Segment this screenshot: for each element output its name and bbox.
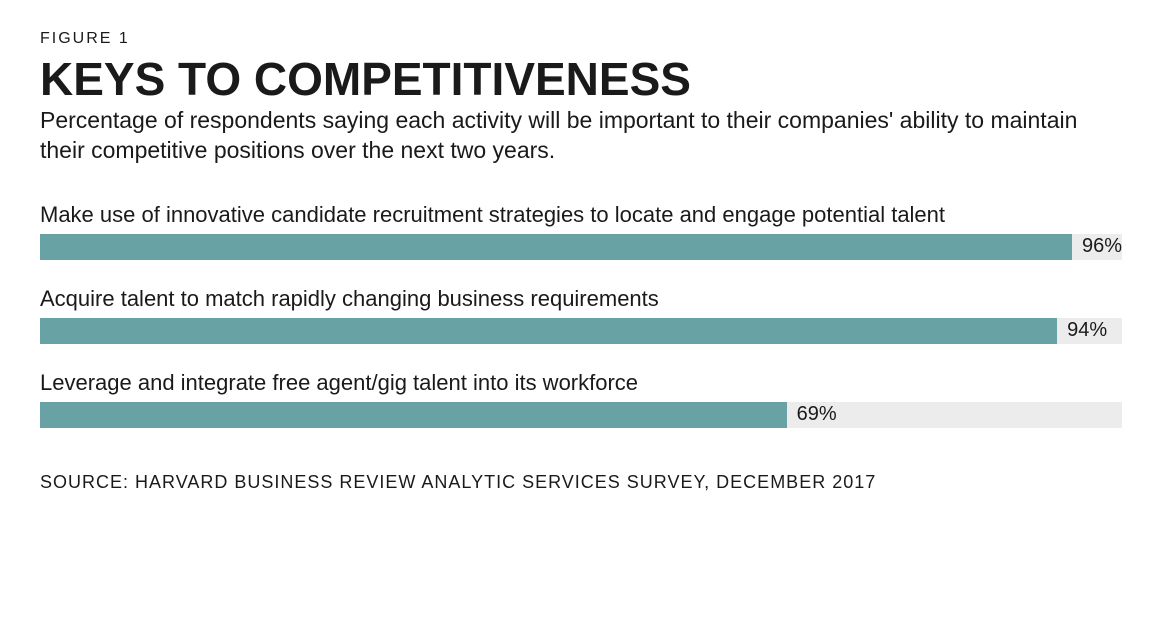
bar-fill bbox=[40, 234, 1072, 260]
bar-label: Make use of innovative candidate recruit… bbox=[40, 202, 1122, 228]
chart-title: KEYS TO COMPETITIVENESS bbox=[40, 56, 1122, 102]
bar-value: 96% bbox=[1082, 235, 1122, 258]
bar-group: Make use of innovative candidate recruit… bbox=[40, 202, 1122, 260]
chart-subtitle: Percentage of respondents saying each ac… bbox=[40, 106, 1100, 166]
source-citation: SOURCE: HARVARD BUSINESS REVIEW ANALYTIC… bbox=[40, 472, 1122, 493]
bar-value: 69% bbox=[797, 403, 837, 426]
bar-label: Acquire talent to match rapidly changing… bbox=[40, 286, 1122, 312]
bar-fill bbox=[40, 318, 1057, 344]
bar-group: Acquire talent to match rapidly changing… bbox=[40, 286, 1122, 344]
bar-track: 94% bbox=[40, 318, 1122, 344]
bar-track: 69% bbox=[40, 402, 1122, 428]
bar-group: Leverage and integrate free agent/gig ta… bbox=[40, 370, 1122, 428]
bar-fill bbox=[40, 402, 787, 428]
figure-label: FIGURE 1 bbox=[40, 30, 1122, 48]
bar-value: 94% bbox=[1067, 319, 1107, 342]
bar-label: Leverage and integrate free agent/gig ta… bbox=[40, 370, 1122, 396]
bar-chart: Make use of innovative candidate recruit… bbox=[40, 202, 1122, 428]
bar-track: 96% bbox=[40, 234, 1122, 260]
